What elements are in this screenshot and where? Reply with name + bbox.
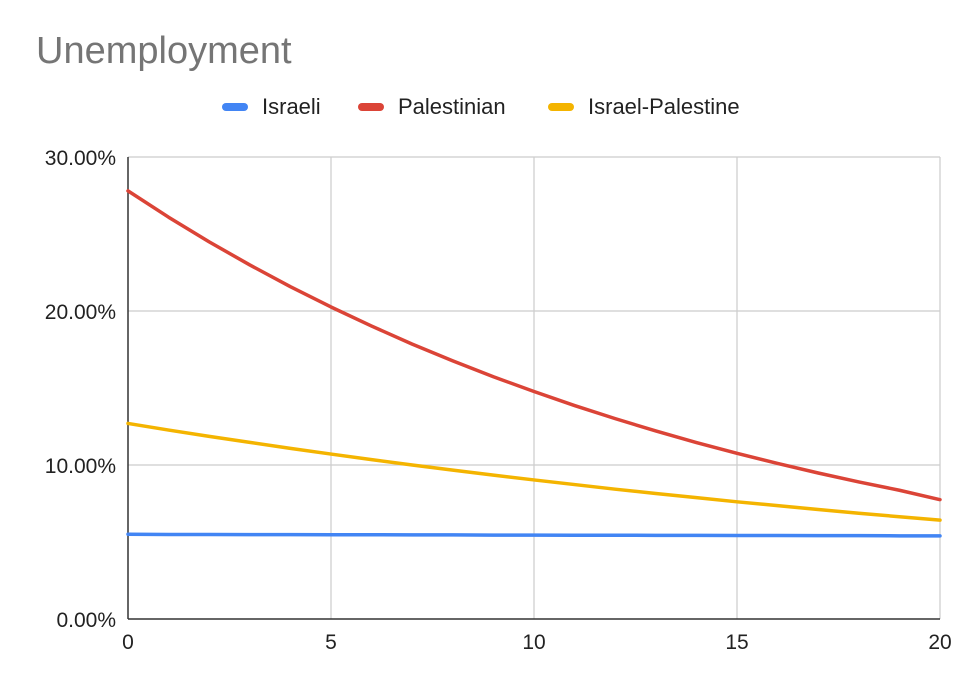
legend: Israeli Palestinian Israel-Palestine	[0, 94, 976, 124]
x-tick-label: 20	[928, 631, 951, 654]
y-tick-label: 20.00%	[45, 301, 116, 324]
legend-swatch-israel-palestine	[548, 103, 574, 111]
x-tick-label: 5	[325, 631, 337, 654]
axes	[127, 157, 940, 620]
legend-swatch-palestinian	[358, 103, 384, 111]
series-line-israeli	[126, 532, 942, 538]
gridlines	[128, 156, 941, 619]
x-tick-label: 15	[725, 631, 748, 654]
series-line-israel-palestine	[126, 421, 942, 522]
series-line-palestinian	[126, 189, 942, 502]
legend-label-israel-palestine: Israel-Palestine	[588, 94, 740, 119]
x-tick-label: 0	[122, 631, 134, 654]
legend-swatch-israeli	[222, 103, 248, 111]
legend-item-israel-palestine: Israel-Palestine	[548, 94, 740, 120]
y-tick-label: 30.00%	[45, 147, 116, 170]
x-tick-label: 10	[522, 631, 545, 654]
legend-label-israeli: Israeli	[262, 94, 321, 119]
series-lines	[126, 189, 942, 538]
legend-item-palestinian: Palestinian	[358, 94, 506, 120]
tick-labels: 0.00% 10.00% 20.00% 30.00% 0 5 10 15 20	[45, 147, 952, 654]
y-tick-label: 10.00%	[45, 455, 116, 478]
y-tick-label: 0.00%	[56, 609, 116, 632]
legend-item-israeli: Israeli	[222, 94, 321, 120]
chart-title: Unemployment	[36, 30, 292, 72]
legend-label-palestinian: Palestinian	[398, 94, 506, 119]
